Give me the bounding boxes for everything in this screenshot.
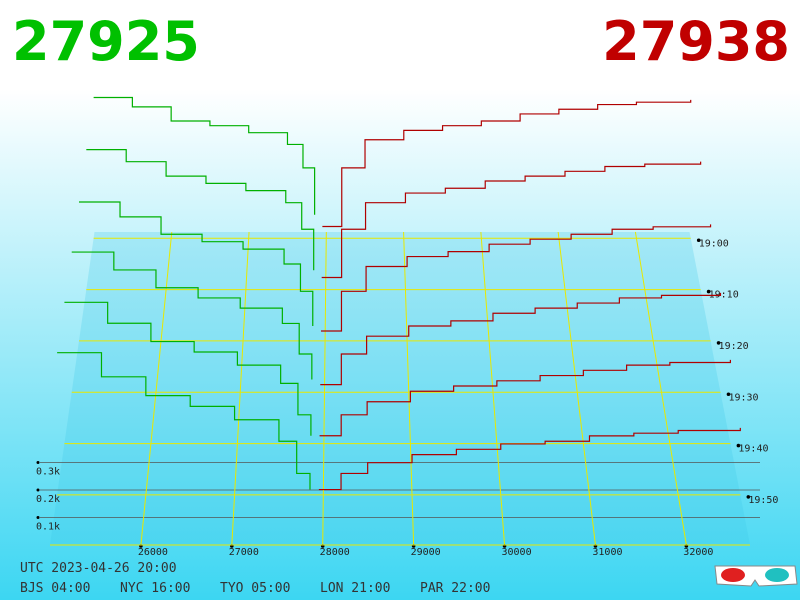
zones: BJS 04:00 NYC 16:00 TYO 05:00 LON 21:00 PAR … — [20, 581, 490, 596]
utc-time: UTC 2023-04-26 20:00 — [20, 561, 177, 576]
bid-depth-line — [64, 301, 312, 436]
bid-depth-line — [57, 352, 311, 490]
time-tick-label: 19:00 — [699, 238, 729, 249]
bid-depth-line — [93, 96, 316, 215]
time-tick — [736, 443, 741, 448]
time-tick-label: 19:40 — [738, 444, 768, 455]
price-tick-label: 29000 — [411, 547, 441, 558]
ask-price: 27938 — [602, 10, 790, 73]
price-grid-line — [322, 231, 327, 546]
depth-tick-label: 0.2k — [36, 494, 60, 505]
depth-tick-label: 0.1k — [36, 522, 60, 533]
price-grid-line — [557, 231, 596, 546]
floor — [50, 232, 750, 545]
ask-depth-line — [321, 161, 702, 279]
depth-tick — [36, 516, 40, 519]
price-tick-label: 30000 — [501, 547, 531, 558]
ask-depth-line — [318, 427, 741, 491]
price-tick-label: 28000 — [320, 547, 350, 558]
time-tick — [696, 238, 701, 243]
price-grid-line — [231, 231, 250, 546]
bid-depth-line — [71, 251, 313, 380]
time-tick — [726, 392, 731, 397]
time-tick-label: 19:50 — [748, 495, 778, 506]
zone-time: PAR 22:00 — [420, 581, 490, 596]
depth-tick-label: 0.3k — [36, 467, 60, 478]
depth-tick — [36, 461, 40, 464]
bid-price: 27925 — [12, 10, 200, 73]
zone-time: NYC 16:00 — [120, 581, 190, 596]
time-tick-label: 19:30 — [728, 392, 758, 403]
time-tick — [706, 289, 711, 294]
zone-time: LON 21:00 — [320, 581, 390, 596]
ask-depth-line — [320, 224, 712, 332]
zone-time: BJS 04:00 — [20, 581, 90, 596]
depth-tick — [36, 488, 40, 492]
price-grid-line — [480, 231, 506, 546]
price-tick-label: 32000 — [683, 547, 713, 558]
price-tick-label: 26000 — [138, 547, 168, 558]
plot: 0.1k 0.2k 0.3k 26000 27000 28000 29000 30000 310… — [36, 96, 778, 558]
price-grid-line — [403, 231, 415, 546]
bid-depth-line — [86, 149, 315, 271]
time-tick — [716, 341, 721, 345]
time-tick — [746, 495, 751, 499]
zone-time: TYO 05:00 — [220, 581, 290, 596]
price-tick-label: 31000 — [592, 547, 622, 558]
time-tick-label: 19:20 — [719, 341, 749, 352]
3d-glasses — [714, 565, 798, 587]
time-tick-label: 19:10 — [709, 290, 739, 301]
ask-depth-line — [319, 359, 731, 437]
price-tick-label: 27000 — [229, 547, 259, 558]
price-grid-line — [140, 231, 173, 546]
price-grid-line — [634, 231, 687, 546]
ask-depth-line — [320, 292, 722, 386]
bid-depth-line — [79, 201, 314, 327]
ask-depth-line — [322, 99, 692, 228]
